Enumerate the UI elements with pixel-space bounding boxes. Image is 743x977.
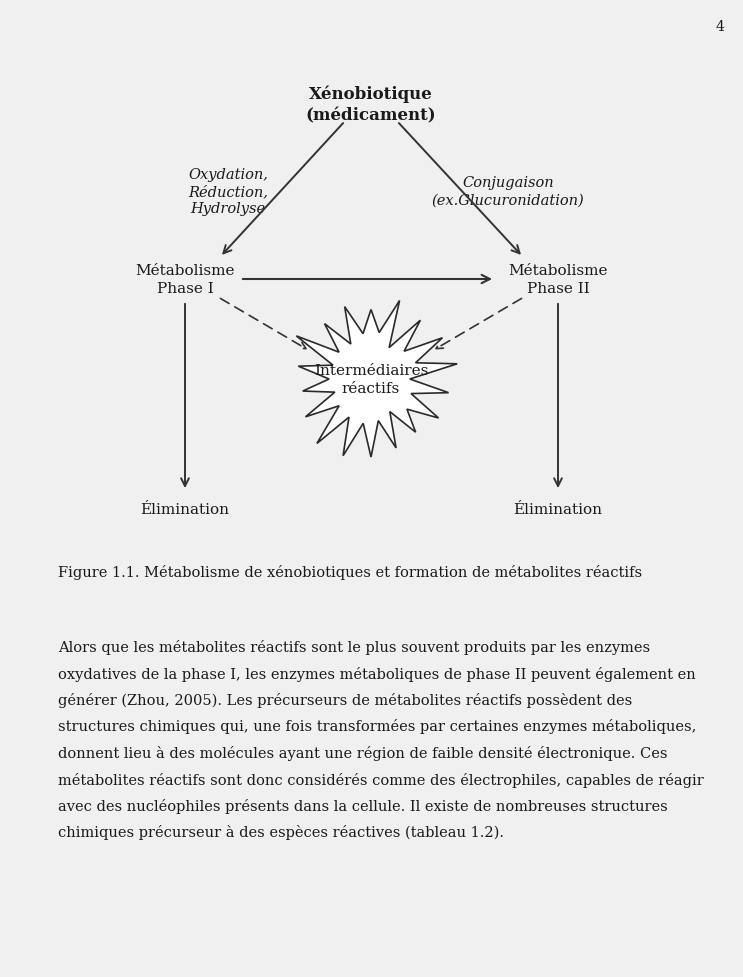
Text: oxydatives de la phase I, les enzymes métaboliques de phase II peuvent également: oxydatives de la phase I, les enzymes mé… <box>58 665 695 681</box>
Text: Intermédiaires
réactifs: Intermédiaires réactifs <box>314 364 428 396</box>
Text: Conjugaison
(ex.Glucuronidation): Conjugaison (ex.Glucuronidation) <box>432 176 585 207</box>
Text: donnent lieu à des molécules ayant une région de faible densité électronique. Ce: donnent lieu à des molécules ayant une r… <box>58 745 667 760</box>
Text: Élimination: Élimination <box>140 502 230 517</box>
Polygon shape <box>296 301 457 457</box>
Text: avec des nucléophiles présents dans la cellule. Il existe de nombreuses structur: avec des nucléophiles présents dans la c… <box>58 798 668 813</box>
Text: structures chimiques qui, une fois transformées par certaines enzymes métaboliqu: structures chimiques qui, une fois trans… <box>58 719 696 734</box>
Text: Alors que les métabolites réactifs sont le plus souvent produits par les enzymes: Alors que les métabolites réactifs sont … <box>58 639 650 655</box>
Text: Métabolisme
Phase I: Métabolisme Phase I <box>135 264 235 295</box>
Text: Élimination: Élimination <box>513 502 603 517</box>
Text: générer (Zhou, 2005). Les précurseurs de métabolites réactifs possèdent des: générer (Zhou, 2005). Les précurseurs de… <box>58 693 632 707</box>
Text: métabolites réactifs sont donc considérés comme des électrophiles, capables de r: métabolites réactifs sont donc considéré… <box>58 772 704 786</box>
Text: Métabolisme
Phase II: Métabolisme Phase II <box>508 264 608 295</box>
Text: Xénobiotique
(médicament): Xénobiotique (médicament) <box>305 86 436 124</box>
Text: chimiques précurseur à des espèces réactives (tableau 1.2).: chimiques précurseur à des espèces réact… <box>58 825 504 839</box>
Text: Oxydation,
Réduction,
Hydrolyse: Oxydation, Réduction, Hydrolyse <box>188 167 268 216</box>
Text: Figure 1.1. Métabolisme de xénobiotiques et formation de métabolites réactifs: Figure 1.1. Métabolisme de xénobiotiques… <box>58 565 642 579</box>
Text: 4: 4 <box>716 20 724 34</box>
